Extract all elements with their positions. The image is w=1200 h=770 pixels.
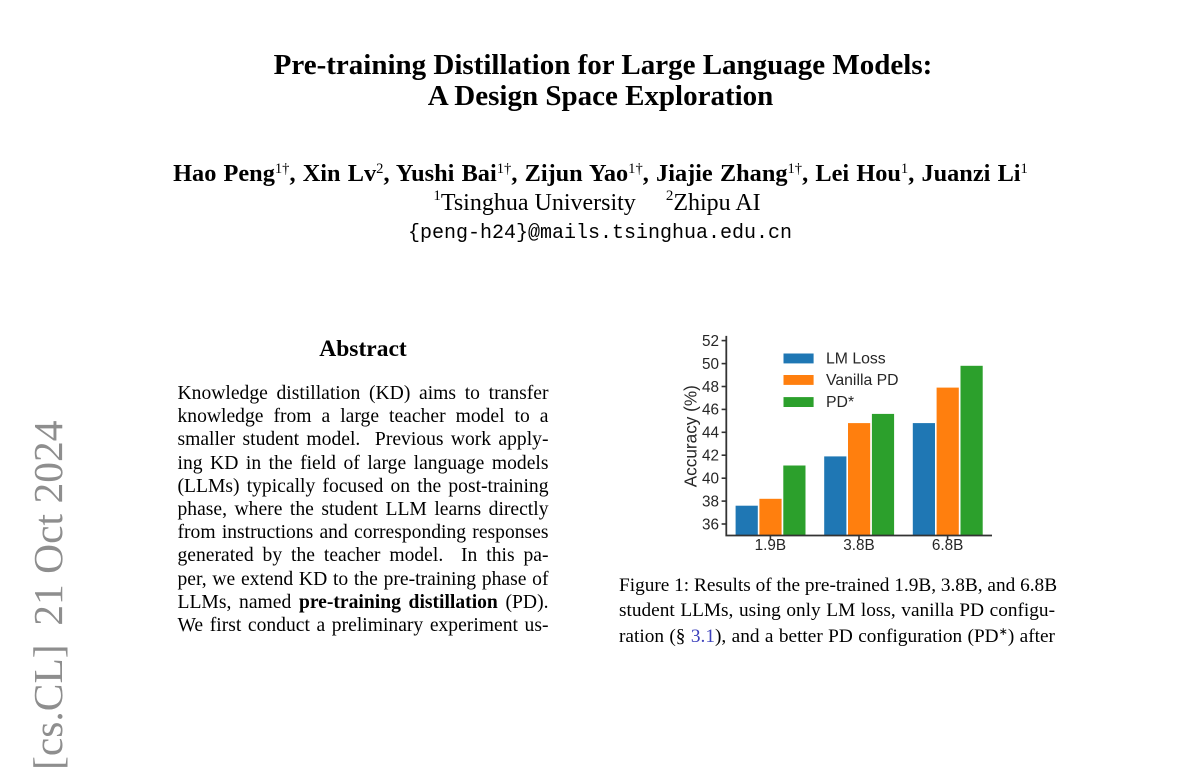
- svg-text:6.8B: 6.8B: [932, 537, 963, 554]
- svg-text:40: 40: [702, 471, 719, 488]
- svg-text:36: 36: [702, 516, 719, 533]
- svg-text:LM Loss: LM Loss: [826, 350, 886, 367]
- svg-text:44: 44: [702, 425, 720, 442]
- svg-text:42: 42: [702, 448, 719, 465]
- svg-text:1.9B: 1.9B: [755, 537, 786, 554]
- svg-text:52: 52: [702, 333, 719, 350]
- svg-text:48: 48: [702, 379, 719, 396]
- svg-text:50: 50: [702, 356, 719, 373]
- svg-text:38: 38: [702, 493, 719, 510]
- svg-text:Accuracy (%): Accuracy (%): [681, 385, 701, 487]
- svg-text:PD*: PD*: [826, 394, 854, 411]
- svg-text:3.8B: 3.8B: [843, 537, 874, 554]
- svg-text:Vanilla PD: Vanilla PD: [826, 372, 899, 389]
- svg-text:46: 46: [702, 402, 719, 419]
